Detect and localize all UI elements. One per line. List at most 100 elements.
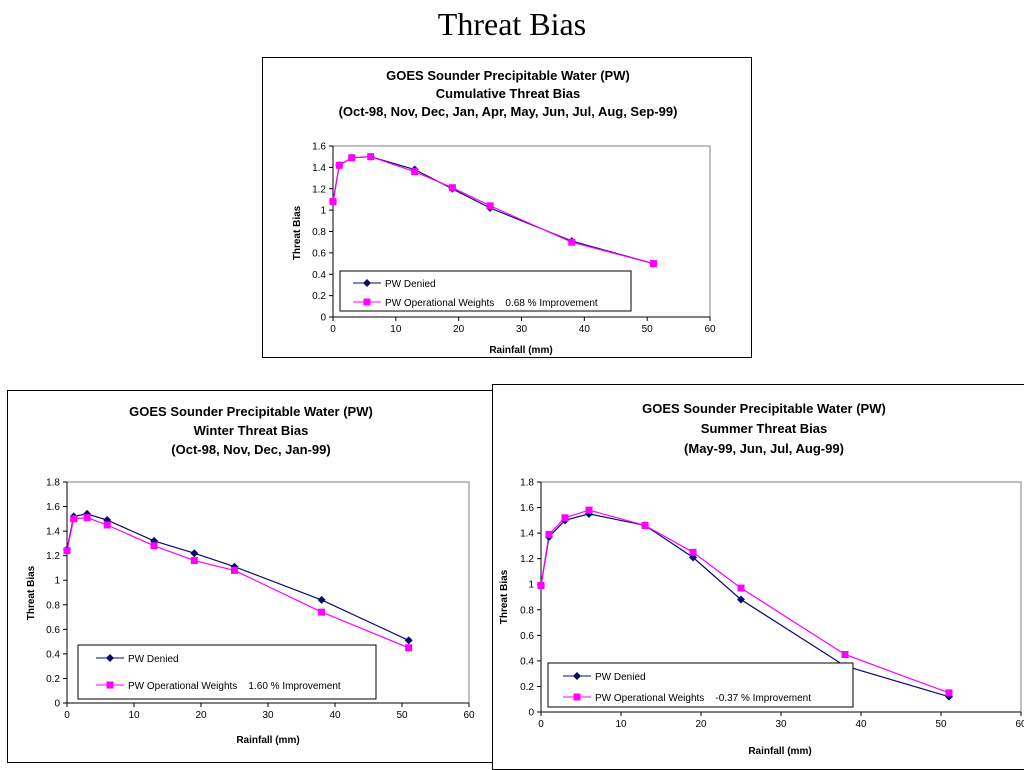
y-tick-label: 1.4 xyxy=(46,527,60,538)
y-tick-label: 1.8 xyxy=(46,478,60,489)
y-tick-label: 0.4 xyxy=(520,656,534,667)
x-tick-label: 30 xyxy=(516,324,528,335)
y-tick-label: 0.2 xyxy=(46,674,60,685)
legend-operational-marker xyxy=(106,681,114,689)
legend-denied-label: PW Denied xyxy=(595,672,646,683)
summer-chart-panel: GOES Sounder Precipitable Water (PW) Sum… xyxy=(492,384,1024,770)
series-denied-point xyxy=(945,692,953,701)
series-operational-point xyxy=(190,557,198,565)
series-operational-point xyxy=(737,584,745,592)
series-operational-point xyxy=(150,542,158,550)
x-tick-label: 0 xyxy=(330,324,336,335)
y-tick-label: 1.2 xyxy=(312,184,326,195)
series-operational-point xyxy=(318,608,326,616)
y-tick-label: 1.6 xyxy=(312,142,326,153)
y-axis-label: Threat Bias xyxy=(292,205,303,260)
summer-chart: GOES Sounder Precipitable Water (PW) Sum… xyxy=(499,401,1024,757)
chart-title-line-3: (Oct-98, Nov, Dec, Jan-99) xyxy=(171,442,330,457)
legend-box xyxy=(77,644,377,700)
winter-chart-panel: GOES Sounder Precipitable Water (PW) Win… xyxy=(7,390,493,763)
x-tick-label: 40 xyxy=(855,719,867,730)
y-tick-label: 0.8 xyxy=(46,600,60,611)
y-tick-label: 0.8 xyxy=(312,227,326,238)
series-operational-point xyxy=(448,184,456,192)
x-axis-label: Rainfall (mm) xyxy=(489,345,552,356)
chart-title-line-1: GOES Sounder Precipitable Water (PW) xyxy=(386,68,630,83)
series-denied-point xyxy=(737,595,745,604)
legend-operational-marker xyxy=(573,693,581,701)
y-tick-label: 1.6 xyxy=(46,502,60,513)
legend-operational-marker xyxy=(363,298,371,306)
series-operational-point xyxy=(641,521,649,529)
series-operational-point xyxy=(83,514,91,522)
legend-operational-label: PW Operational Weights -0.37 % Improveme… xyxy=(595,693,811,704)
series-operational-point xyxy=(411,168,419,176)
series-denied-point xyxy=(150,536,159,545)
series-operational-point xyxy=(486,202,494,210)
y-tick-label: 0.8 xyxy=(520,605,534,616)
x-tick-label: 50 xyxy=(396,710,408,721)
chart-title-line-2: Winter Threat Bias xyxy=(194,423,309,438)
y-tick-label: 0.4 xyxy=(312,270,326,281)
y-tick-label: 1 xyxy=(528,580,534,591)
y-axis-label: Threat Bias xyxy=(26,565,37,620)
x-tick-label: 60 xyxy=(1015,719,1024,730)
y-axis-label: Threat Bias xyxy=(499,569,510,624)
series-denied-point xyxy=(190,549,199,558)
series-operational-point xyxy=(367,153,375,161)
series-operational-point xyxy=(103,521,111,529)
chart-title-line-3: (Oct-98, Nov, Dec, Jan, Apr, May, Jun, J… xyxy=(339,104,678,119)
y-tick-label: 0.6 xyxy=(520,631,534,642)
y-tick-label: 1 xyxy=(54,576,60,587)
chart-title-line-3: (May-99, Jun, Jul, Aug-99) xyxy=(684,441,844,456)
x-axis-label: Rainfall (mm) xyxy=(236,735,299,746)
x-tick-label: 40 xyxy=(329,710,341,721)
chart-title-line-1: GOES Sounder Precipitable Water (PW) xyxy=(642,401,886,416)
y-tick-label: 0.6 xyxy=(46,625,60,636)
y-tick-label: 1.6 xyxy=(520,503,534,514)
series-operational-point xyxy=(568,238,576,246)
x-tick-label: 50 xyxy=(642,324,654,335)
x-tick-label: 30 xyxy=(262,710,274,721)
series-operational-point xyxy=(70,515,78,523)
x-tick-label: 30 xyxy=(775,719,787,730)
y-tick-label: 1.2 xyxy=(46,551,60,562)
series-operational-point xyxy=(841,651,849,658)
cumulative-chart-panel: GOES Sounder Precipitable Water (PW) Cum… xyxy=(262,57,752,358)
legend-denied-marker xyxy=(363,279,371,287)
x-axis-label: Rainfall (mm) xyxy=(748,746,811,757)
x-tick-label: 10 xyxy=(390,324,402,335)
y-tick-label: 0.4 xyxy=(46,649,60,660)
series-denied-line xyxy=(332,156,654,265)
y-tick-label: 1.2 xyxy=(520,554,534,565)
x-tick-label: 10 xyxy=(128,710,140,721)
y-tick-label: 1.4 xyxy=(520,529,534,540)
legend-denied-label: PW Denied xyxy=(128,654,179,665)
series-denied-point xyxy=(83,509,92,518)
x-tick-label: 40 xyxy=(579,324,591,335)
legend-denied-marker xyxy=(573,672,581,680)
y-tick-label: 0 xyxy=(54,699,60,710)
series-operational-point xyxy=(545,530,553,538)
series-denied-point xyxy=(317,595,326,604)
chart-title-line-1: GOES Sounder Precipitable Water (PW) xyxy=(129,404,373,419)
series-denied-point xyxy=(230,562,239,571)
series-operational-point xyxy=(329,198,337,206)
series-operational-point xyxy=(945,689,953,697)
y-tick-label: 0.2 xyxy=(312,291,326,302)
series-operational-point xyxy=(537,582,545,589)
y-tick-label: 0 xyxy=(528,708,534,719)
series-denied-point xyxy=(404,636,413,645)
y-tick-label: 1.4 xyxy=(312,163,326,174)
y-tick-label: 0.2 xyxy=(520,682,534,693)
x-tick-label: 20 xyxy=(195,710,207,721)
chart-title-line-2: Cumulative Threat Bias xyxy=(436,86,581,101)
series-operational-point xyxy=(348,154,356,162)
series-operational-point xyxy=(585,506,593,514)
page-title: Threat Bias xyxy=(437,6,587,42)
series-operational-line xyxy=(66,516,409,649)
y-tick-label: 0 xyxy=(320,313,326,324)
y-tick-label: 0.6 xyxy=(312,248,326,259)
legend-denied-marker xyxy=(106,654,114,662)
y-tick-label: 1.8 xyxy=(520,478,534,489)
